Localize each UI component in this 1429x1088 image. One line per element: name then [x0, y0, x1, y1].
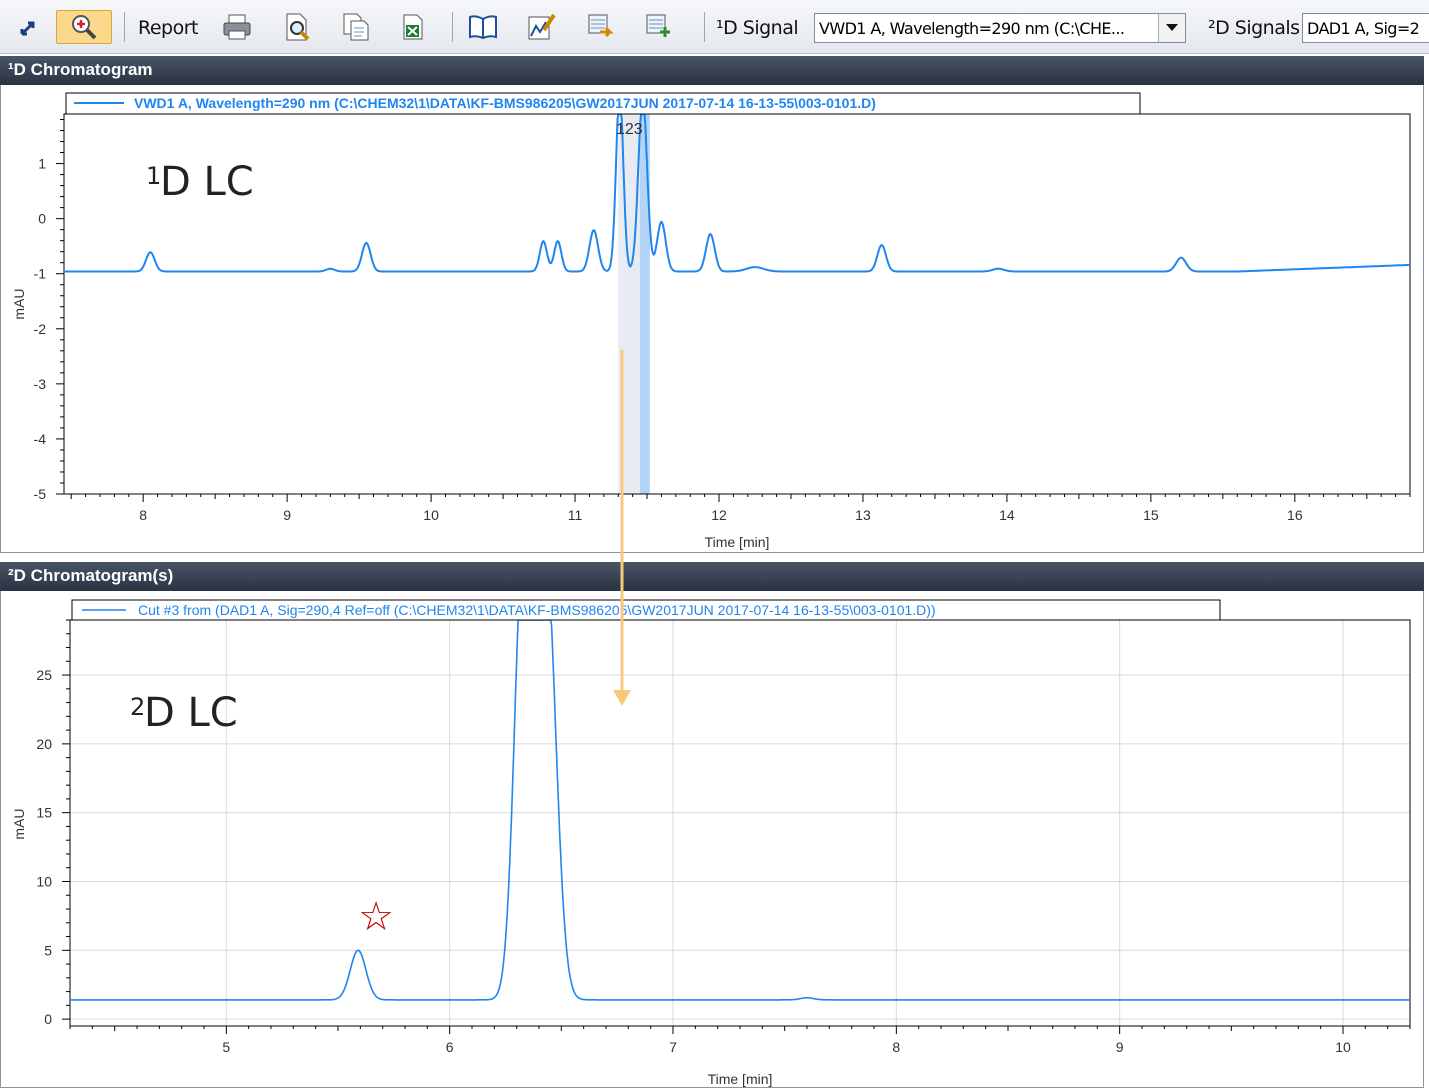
chart1-plot-area	[63, 113, 1411, 495]
y-tick-label: 20	[36, 736, 52, 752]
y-tick-label: -3	[34, 376, 47, 392]
x-tick-label: 15	[1143, 507, 1159, 523]
excel-icon[interactable]	[396, 10, 430, 44]
zoom-icon[interactable]	[56, 10, 112, 44]
y-tick-label: -2	[34, 321, 47, 337]
chart2-legend	[71, 599, 1221, 621]
toolbar: Report ¹D Signal VWD1 A, Wavelength=290 …	[0, 0, 1429, 54]
y-tick-label: 15	[36, 805, 52, 821]
x-tick-label: 8	[892, 1039, 900, 1055]
signal2-value: DAD1 A, Sig=2	[1307, 19, 1420, 38]
signal2-select[interactable]: DAD1 A, Sig=2	[1302, 13, 1429, 43]
x-tick-label: 9	[1116, 1039, 1124, 1055]
preview-icon[interactable]	[280, 10, 314, 44]
y-tick-label: 1	[38, 156, 46, 172]
panel1-frame	[0, 85, 1424, 553]
signal1-select[interactable]: VWD1 A, Wavelength=290 nm (C:\CHE...	[814, 13, 1186, 43]
chart2-xlabel: Time [min]	[708, 1071, 773, 1087]
x-tick-label: 11	[568, 507, 583, 523]
book-icon[interactable]	[466, 10, 500, 44]
copy-icon[interactable]	[338, 10, 372, 44]
cut-region-1[interactable]	[639, 114, 650, 494]
panel1-title: ¹D Chromatogram	[8, 60, 153, 79]
chart-edit-icon[interactable]	[524, 10, 558, 44]
cut-region-0[interactable]	[618, 114, 640, 494]
chart2-legend-text: Cut #3 from (DAD1 A, Sig=290,4 Ref=off (…	[138, 602, 936, 618]
chart2-signal-line	[70, 619, 1410, 1001]
x-tick-label: 14	[999, 507, 1015, 523]
lc1-label: D LC	[160, 159, 254, 205]
signal2-label: ²D Signals	[1208, 17, 1300, 39]
panel2-title: ²D Chromatogram(s)	[8, 566, 174, 585]
chart2-plot-area	[69, 619, 1411, 1027]
import-icon[interactable]	[642, 10, 676, 44]
x-tick-label: 9	[283, 507, 291, 523]
y-tick-label: 5	[44, 942, 52, 958]
transfer-arrow-head	[613, 690, 631, 706]
y-tick-label: 0	[38, 211, 46, 227]
star-marker-icon: ☆	[358, 894, 394, 940]
cut-label: 123	[616, 121, 643, 138]
chevron-down-icon[interactable]	[1158, 14, 1185, 42]
signal1-value: VWD1 A, Wavelength=290 nm (C:\CHE...	[819, 19, 1125, 38]
y-tick-label: 10	[36, 873, 52, 889]
x-tick-label: 16	[1287, 507, 1303, 523]
export-icon[interactable]	[584, 10, 618, 44]
panel2-header: ²D Chromatogram(s)	[0, 562, 1424, 591]
chart1-signal-line	[64, 113, 1410, 273]
x-tick-label: 7	[669, 1039, 677, 1055]
signal1-label: ¹D Signal	[716, 17, 799, 39]
y-tick-label: 25	[36, 667, 52, 683]
y-tick-label: -5	[34, 486, 47, 502]
y-tick-label: -1	[34, 266, 47, 282]
report-button[interactable]: Report	[138, 17, 198, 39]
chart2-ylabel: mAU	[11, 808, 27, 839]
x-tick-label: 13	[855, 507, 871, 523]
chart1-xlabel: Time [min]	[705, 534, 770, 550]
x-tick-label: 12	[711, 507, 727, 523]
x-tick-label: 8	[139, 507, 147, 523]
y-tick-label: -4	[34, 431, 47, 447]
chart1-ylabel: mAU	[11, 288, 27, 319]
lc1-sup: 1	[146, 162, 161, 190]
chart1-legend-text: VWD1 A, Wavelength=290 nm (C:\CHEM32\1\D…	[134, 95, 876, 111]
x-tick-label: 5	[222, 1039, 230, 1055]
panel1-header: ¹D Chromatogram	[0, 56, 1424, 85]
print-icon[interactable]	[220, 10, 254, 44]
x-tick-label: 6	[446, 1039, 454, 1055]
resize-icon[interactable]	[12, 10, 46, 44]
lc2-sup: 2	[130, 693, 145, 721]
chart1-legend	[65, 92, 1141, 115]
y-tick-label: 0	[44, 1011, 52, 1027]
x-tick-label: 10	[1335, 1039, 1351, 1055]
lc2-label: D LC	[144, 690, 238, 736]
x-tick-label: 10	[423, 507, 439, 523]
